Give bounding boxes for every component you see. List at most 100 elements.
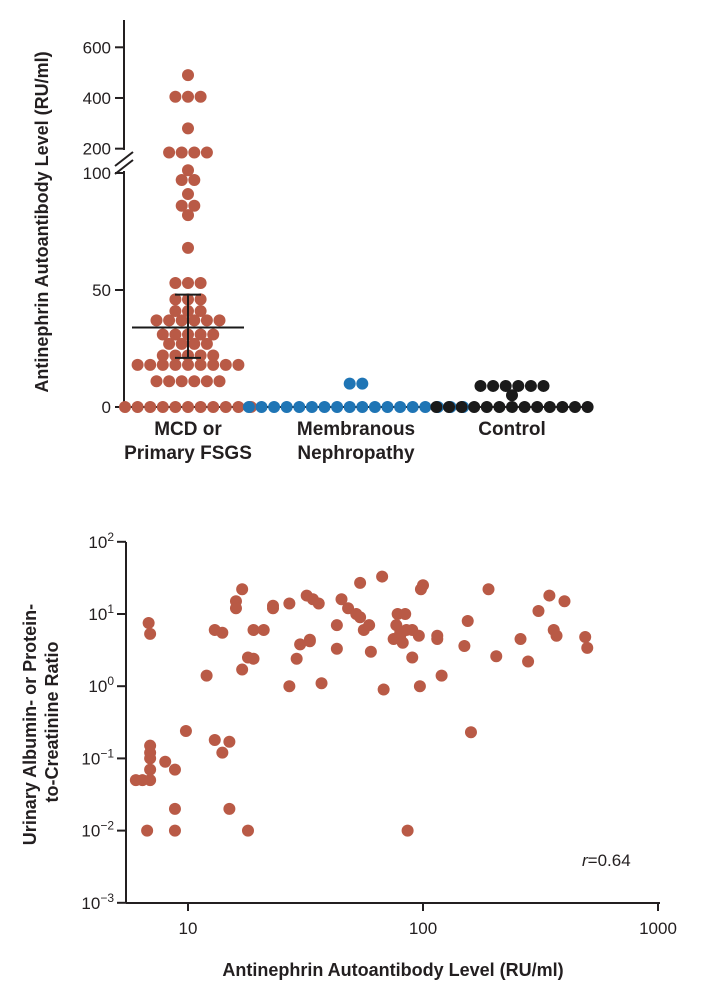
y-tick-label: 100 [88, 674, 114, 696]
data-point [241, 824, 254, 837]
data-point [354, 576, 367, 589]
data-point [182, 188, 194, 201]
data-point [455, 401, 468, 413]
data-point [354, 611, 367, 624]
data-point [267, 602, 280, 615]
y-tick-label: 600 [83, 38, 111, 57]
data-point [194, 276, 207, 289]
x-tick-label: 100 [409, 919, 437, 938]
data-point [219, 401, 232, 413]
data-point [150, 314, 163, 327]
data-point [430, 401, 443, 413]
data-point [537, 379, 550, 392]
data-point [168, 763, 181, 776]
data-point [169, 293, 182, 306]
data-point [524, 379, 537, 392]
data-point [556, 401, 569, 413]
data-point [159, 755, 172, 768]
y-tick-label: 102 [88, 530, 114, 552]
data-point [207, 358, 220, 371]
data-point [175, 174, 188, 187]
data-point [343, 401, 356, 413]
top-y-axis-label: Antinephrin Autoantibody Level (RU/ml) [32, 51, 52, 392]
data-point [194, 401, 207, 413]
category-label: Control [478, 419, 546, 440]
data-point [200, 146, 213, 159]
axis-break-mark [114, 151, 134, 167]
data-point [188, 199, 201, 212]
data-point [200, 337, 213, 350]
data-point [168, 802, 181, 815]
data-point [303, 633, 316, 646]
data-point [142, 617, 155, 630]
data-point [493, 401, 506, 413]
x-tick-label: 1000 [639, 919, 677, 938]
data-point [461, 614, 474, 627]
data-point [490, 650, 503, 663]
data-point [216, 746, 229, 759]
data-point [315, 677, 328, 690]
data-point [283, 597, 296, 610]
data-point [182, 401, 194, 413]
axis-break-mark [114, 159, 134, 175]
data-point [208, 733, 221, 746]
data-point [268, 401, 281, 413]
data-point [144, 752, 157, 765]
data-point [550, 629, 563, 642]
bottom-x-axis-label: Antinephrin Autoantibody Level (RU/ml) [222, 960, 563, 980]
data-point [312, 597, 325, 610]
data-point [119, 401, 131, 413]
data-point [156, 358, 169, 371]
data-point [419, 401, 432, 413]
data-point [200, 314, 213, 327]
y-tick-label: 101 [88, 602, 114, 624]
data-point [343, 377, 356, 390]
log-scatter-chart: 102 101 100 10−1 10−2 10−3 10 100 1000 Urinary … [20, 530, 677, 980]
data-point [480, 401, 493, 413]
data-point [141, 824, 154, 837]
data-point [169, 276, 182, 289]
y-tick-label: 10−2 [81, 819, 114, 841]
data-point [200, 669, 213, 682]
data-point [413, 680, 426, 693]
data-point [283, 680, 296, 693]
data-point [144, 358, 157, 371]
y-tick-label: 10−1 [81, 746, 114, 768]
data-point [293, 401, 306, 413]
data-point [182, 164, 194, 177]
data-point [213, 375, 226, 388]
data-point [242, 401, 255, 413]
data-point [363, 619, 376, 632]
data-point [431, 633, 444, 646]
data-point [175, 314, 188, 327]
data-point [163, 375, 176, 388]
data-point [182, 69, 194, 82]
y-tick-label: 400 [83, 89, 111, 108]
data-point [458, 640, 471, 653]
data-point [522, 655, 535, 668]
data-point [175, 375, 188, 388]
y-tick-label: 10−3 [81, 891, 114, 913]
data-point [330, 619, 343, 632]
data-point [223, 735, 236, 748]
data-point [356, 377, 369, 390]
data-point [163, 146, 176, 159]
data-point [213, 314, 226, 327]
y-tick-label: 0 [102, 398, 111, 417]
data-point [232, 401, 245, 413]
data-point [188, 337, 201, 350]
data-point [156, 328, 169, 341]
data-point [417, 579, 429, 592]
data-point [532, 605, 545, 618]
data-point [558, 595, 571, 608]
data-point [144, 627, 157, 640]
data-point [331, 401, 344, 413]
data-point [368, 401, 381, 413]
data-point [175, 337, 188, 350]
data-point [169, 358, 182, 371]
data-point [406, 651, 419, 664]
data-point [194, 305, 207, 318]
data-point [182, 209, 194, 222]
data-point [150, 375, 163, 388]
data-point [169, 401, 182, 413]
